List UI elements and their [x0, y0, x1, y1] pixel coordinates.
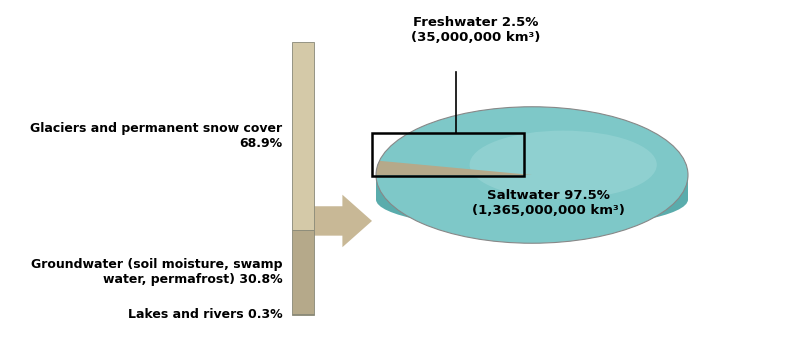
Text: Saltwater 97.5%
(1,365,000,000 km³): Saltwater 97.5% (1,365,000,000 km³): [471, 189, 625, 217]
Bar: [292, 230, 314, 314]
Text: Freshwater 2.5%
(35,000,000 km³): Freshwater 2.5% (35,000,000 km³): [411, 16, 541, 44]
Ellipse shape: [376, 170, 688, 229]
Text: Lakes and rivers 0.3%: Lakes and rivers 0.3%: [128, 308, 282, 321]
Ellipse shape: [376, 107, 688, 243]
Polygon shape: [310, 195, 372, 247]
Ellipse shape: [470, 131, 657, 199]
Text: Groundwater (soil moisture, swamp
water, permafrost) 30.8%: Groundwater (soil moisture, swamp water,…: [31, 258, 282, 286]
Text: Glaciers and permanent snow cover
68.9%: Glaciers and permanent snow cover 68.9%: [30, 122, 282, 150]
Polygon shape: [376, 161, 532, 175]
Bar: [372, 133, 524, 176]
Bar: [292, 42, 314, 230]
Bar: [376, 175, 688, 199]
Bar: [292, 314, 314, 315]
